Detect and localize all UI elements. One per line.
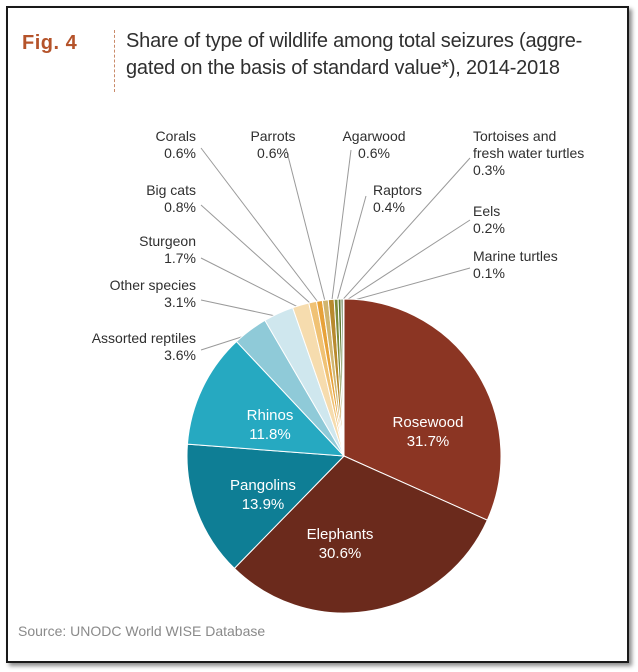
slice-value-assorted-reptiles: 3.6% xyxy=(164,347,196,363)
slice-label-assorted-reptiles: Assorted reptiles xyxy=(92,330,196,346)
slice-label-pangolins: Pangolins xyxy=(230,477,296,494)
slice-value-rosewood: 31.7% xyxy=(407,433,450,450)
leader-line-parrots xyxy=(285,147,327,305)
slice-label-raptors: Raptors xyxy=(373,182,422,198)
pie-slice-marine-turtles xyxy=(342,298,345,457)
slice-value-other-species: 3.1% xyxy=(164,294,196,310)
figure-header: Fig. 4 Share of type of wildlife among t… xyxy=(22,28,622,108)
slice-labels: Rosewood 31.7% Elephants 30.6% Pangolins 13.9… xyxy=(92,128,585,562)
slice-label-rhinos: Rhinos xyxy=(247,407,294,424)
slice-label-rosewood: Rosewood xyxy=(393,414,464,431)
leader-line-sturgeon xyxy=(200,257,303,310)
slice-label-elephants: Elephants xyxy=(307,526,374,543)
slice-value-raptors: 0.4% xyxy=(373,199,405,215)
leader-line-raptors xyxy=(335,195,367,304)
figure-label: Fig. 4 xyxy=(22,32,78,54)
slice-label-tortoises-and-fresh-water-turtles-line1: Tortoises and xyxy=(473,128,556,144)
pie-slices xyxy=(186,298,502,614)
pie-chart: Rosewood 31.7% Elephants 30.6% Pangolins 13.9… xyxy=(92,128,585,614)
slice-value-eels: 0.2% xyxy=(473,220,505,236)
source-note: Source: UNODC World WISE Database xyxy=(18,623,266,639)
pie-slice-elephants xyxy=(233,455,488,614)
pie-slice-pangolins xyxy=(186,443,346,570)
slice-label-marine-turtles: Marine turtles xyxy=(473,248,558,264)
slice-value-pangolins: 13.9% xyxy=(242,496,285,513)
leader-line-agarwood xyxy=(331,149,352,304)
slice-label-corals: Corals xyxy=(156,128,196,144)
slice-label-agarwood: Agarwood xyxy=(342,128,405,144)
slice-label-eels: Eels xyxy=(473,203,500,219)
slice-value-rhinos: 11.8% xyxy=(249,426,290,443)
slice-value-big-cats: 0.8% xyxy=(164,199,196,215)
leader-line-marine-turtles xyxy=(343,267,471,304)
slice-value-tortoises-and-fresh-water-turtles: 0.3% xyxy=(473,162,505,178)
leader-line-tortoises-and-fresh-water-turtles xyxy=(339,157,471,304)
slice-label-other-species: Other species xyxy=(110,277,196,293)
leader-line-big-cats xyxy=(200,204,314,307)
slice-value-corals: 0.6% xyxy=(164,145,196,161)
leader-line-eels xyxy=(341,219,471,304)
slice-value-parrots: 0.6% xyxy=(257,145,289,161)
chart-title: Share of type of wildlife among total se… xyxy=(126,30,583,79)
slice-value-agarwood: 0.6% xyxy=(358,145,390,161)
pie-slice-rosewood xyxy=(343,298,502,521)
figure-frame: Fig. 4 Share of type of wildlife among t… xyxy=(6,6,629,663)
slice-label-parrots: Parrots xyxy=(250,128,295,144)
header-divider xyxy=(114,30,115,92)
leader-line-corals xyxy=(200,147,321,306)
slice-value-marine-turtles: 0.1% xyxy=(473,265,505,281)
pie-slice-rhinos xyxy=(186,340,346,457)
slice-value-elephants: 30.6% xyxy=(319,545,362,562)
slice-label-big-cats: Big cats xyxy=(146,182,196,198)
slice-value-sturgeon: 1.7% xyxy=(164,250,196,266)
leader-line-other-species xyxy=(200,299,281,318)
slice-label-tortoises-and-fresh-water-turtles-line2: fresh water turtles xyxy=(473,145,584,161)
slice-label-sturgeon: Sturgeon xyxy=(139,233,196,249)
leader-lines xyxy=(200,147,471,351)
